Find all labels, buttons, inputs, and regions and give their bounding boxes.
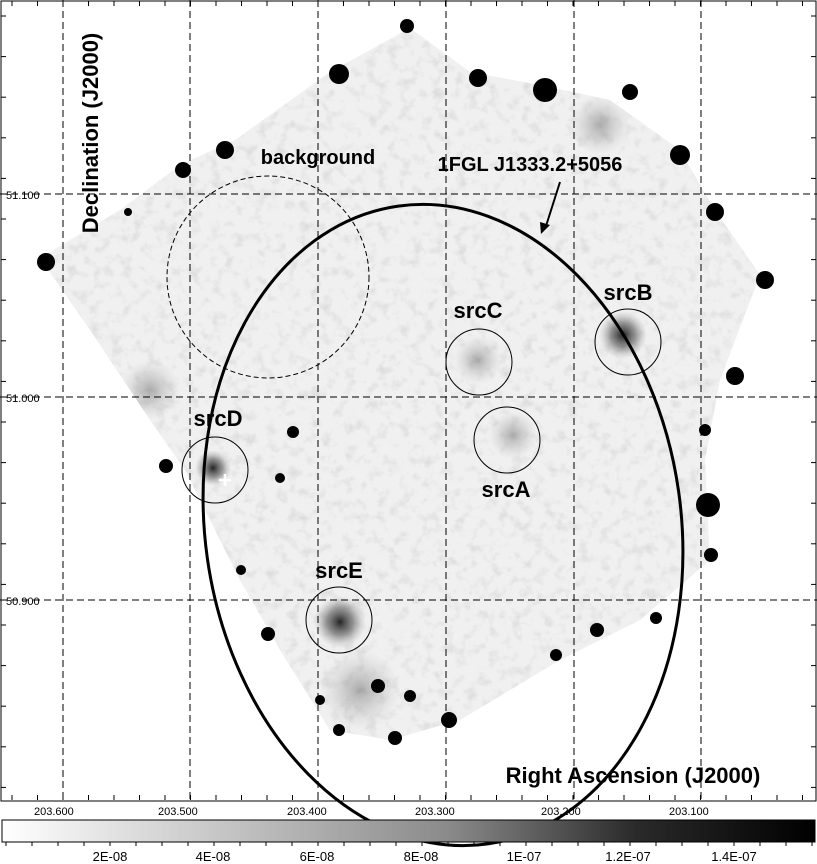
srcD-label: srcD: [194, 406, 243, 431]
background-region: [166, 175, 370, 379]
ra-tick-label: 203.500: [158, 806, 198, 818]
colorbar: 2E-08 4E-08 6E-08 8E-08 1E-07 1.2E-07 1.…: [1, 819, 816, 864]
colorbar-label: 1.2E-07: [605, 849, 651, 864]
colorbar-label: 8E-08: [404, 849, 439, 864]
x-axis-title: Right Ascension (J2000): [506, 763, 761, 788]
srcC-label: srcC: [454, 298, 503, 323]
edge-artifacts: [37, 19, 774, 745]
srcA-label: srcA: [482, 477, 531, 502]
colorbar-gradient: [1, 819, 816, 843]
fermi-source-label: 1FGL J1333.2+5056: [438, 154, 623, 176]
ra-tick-label: 203.600: [34, 806, 74, 818]
colorbar-label: 4E-08: [196, 849, 231, 864]
position-cross-marker: [219, 474, 231, 486]
xray-diffuse-field: [40, 28, 760, 740]
srcD-region: [181, 436, 249, 504]
dec-tick-label: 51.100: [6, 190, 40, 202]
colorbar-label: 1E-07: [507, 849, 542, 864]
fermi-label-arrow: [540, 181, 561, 234]
y-axis-title: Declination (J2000): [78, 33, 103, 234]
srcA-region: [473, 406, 541, 474]
srcE-label: srcE: [315, 558, 363, 583]
coordinate-grid: [0, 0, 817, 800]
ra-tick-label: 203.400: [287, 806, 327, 818]
srcB-region: [594, 308, 662, 376]
dec-tick-label: 51.000: [6, 393, 40, 405]
fermi-error-ellipse: [201, 202, 685, 848]
colorbar-label: 6E-08: [300, 849, 335, 864]
ra-tick-label: 203.100: [669, 806, 709, 818]
dec-tick-label: 50.900: [6, 596, 40, 608]
colorbar-label: 1.4E-07: [711, 849, 757, 864]
srcE-region: [305, 586, 373, 654]
srcC-region: [445, 328, 513, 396]
srcB-label: srcB: [604, 280, 653, 305]
plot-frame: [0, 0, 817, 802]
ra-tick-label: 203.300: [415, 806, 455, 818]
ra-tick-label: 203.200: [541, 806, 581, 818]
xray-bright-features: [120, 95, 647, 730]
background-label: background: [261, 147, 375, 169]
colorbar-label: 2E-08: [93, 849, 128, 864]
